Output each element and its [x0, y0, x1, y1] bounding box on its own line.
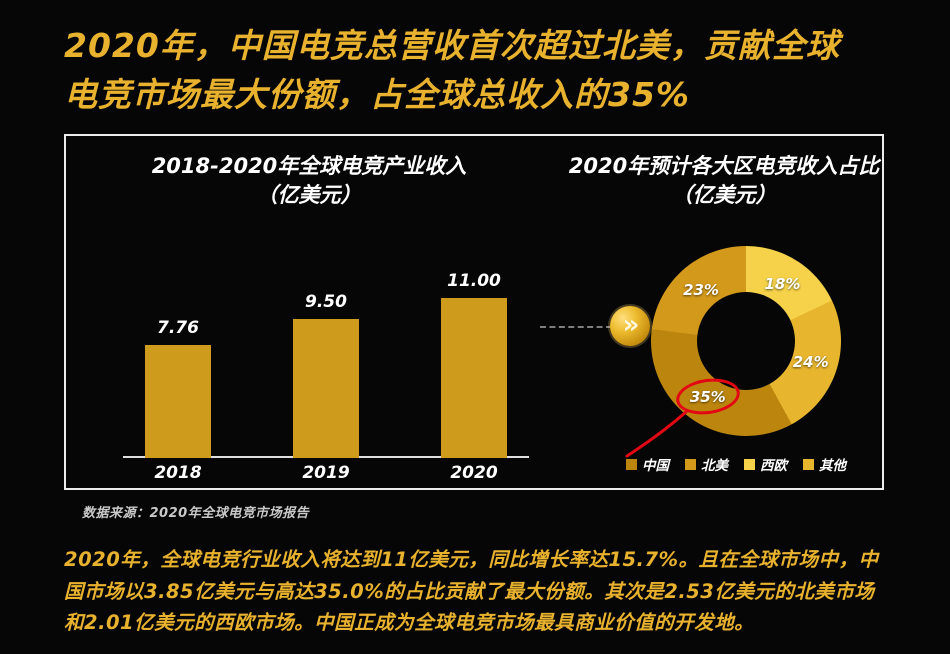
donut-slice-label: 24%: [792, 353, 829, 371]
bar: [293, 319, 359, 458]
bar-value-label: 11.00: [447, 271, 501, 291]
bar-column: 11.00 2020: [441, 262, 507, 488]
data-source-note: 数据来源：2020年全球电竞市场报告: [82, 506, 310, 521]
bar-category-label: 2018: [154, 463, 202, 483]
charts-panel: 2018-2020年全球电竞产业收入 （亿美元） 7.76 2018 9.50 201…: [64, 134, 884, 490]
legend-color-swatch: [626, 458, 637, 470]
legend-color-swatch: [744, 458, 755, 470]
bar-chart-title-unit: （亿美元）: [256, 183, 362, 208]
legend-item: 北美: [685, 454, 728, 474]
legend-item: 其他: [803, 454, 846, 474]
bar-category-label: 2020: [450, 463, 498, 483]
legend-item: 中国: [626, 454, 669, 474]
bar-chart: 7.76 2018 9.50 2019 11.00 2020: [121, 262, 531, 488]
summary-paragraph: 2020年，全球电竞行业收入将达到11亿美元，同比增长率达15.7%。且在全球市…: [64, 548, 879, 635]
bar-chart-title-text: 2018-2020年全球电竞产业收入: [151, 154, 467, 178]
bar-value-label: 9.50: [305, 292, 347, 312]
donut-hole: [697, 292, 795, 390]
donut-chart-title-unit: （亿美元）: [671, 183, 777, 208]
legend-label: 西欧: [760, 458, 787, 474]
legend-label: 中国: [642, 458, 669, 474]
bar: [441, 298, 507, 458]
bar-value-label: 7.76: [157, 318, 199, 338]
bar-column: 9.50 2019: [293, 262, 359, 488]
divider-dashed-line: [540, 326, 612, 328]
donut-slice-label: 23%: [683, 280, 719, 299]
legend-label: 北美: [701, 458, 728, 474]
legend-color-swatch: [803, 458, 814, 470]
legend-color-swatch: [685, 458, 696, 470]
donut-chart-title-text: 2020年预计各大区电竞收入占比: [568, 154, 880, 178]
legend-item: 西欧: [744, 454, 787, 474]
legend-label: 其他: [819, 458, 846, 474]
donut-slice-label: 18%: [764, 274, 801, 293]
bar-chart-title: 2018-2020年全球电竞产业收入 （亿美元）: [94, 152, 524, 211]
bar: [145, 345, 211, 458]
donut-chart: 18% 24% 35% 23%: [625, 246, 841, 458]
bar-column: 7.76 2018: [145, 262, 211, 488]
double-chevron-right-icon: »: [610, 306, 650, 346]
donut-slice-label: 35%: [689, 388, 726, 407]
donut-chart-title: 2020年预计各大区电竞收入占比 （亿美元）: [566, 152, 882, 211]
red-annotation-line: [625, 410, 688, 458]
donut-legend: 中国 北美 西欧 其他: [566, 454, 906, 474]
page-title: 2020年，中国电竞总营收首次超过北美，贡献全球电竞市场最大份额，占全球总收入的…: [64, 26, 840, 114]
bar-columns: 7.76 2018 9.50 2019 11.00 2020: [121, 262, 531, 488]
bar-category-label: 2019: [302, 463, 350, 483]
